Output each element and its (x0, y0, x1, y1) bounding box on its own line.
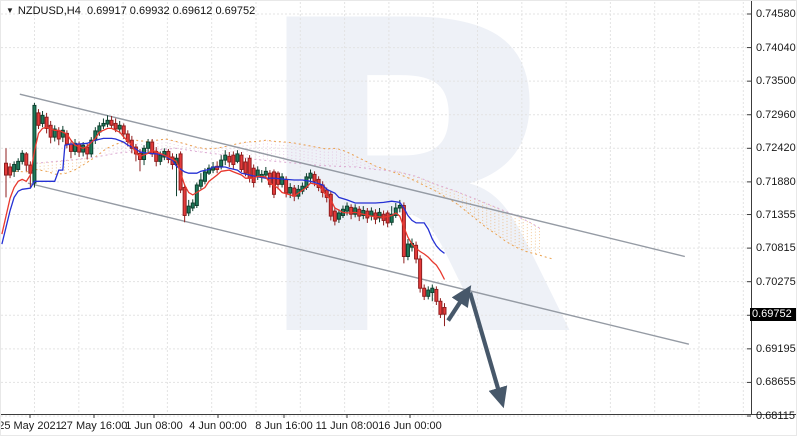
time-tick-label: 16 Jun 00:00 (378, 420, 442, 432)
price-tick-label: 0.73500 (756, 75, 796, 88)
chart-title-ohlc: NZDUSD,H4 0.69917 0.69932 0.69612 0.6975… (17, 5, 256, 17)
price-tick-label: 0.70815 (756, 242, 796, 255)
forecast-down-arrow[interactable] (468, 291, 508, 409)
price-tick-label: 0.74040 (756, 41, 796, 54)
time-tick-label: 25 May 2021 (0, 420, 62, 432)
time-tick-label: 1 Jun 08:00 (125, 420, 183, 432)
broker-watermark-letter: R (247, 0, 579, 432)
axis-frame (1, 1, 796, 418)
chevron-down-icon[interactable]: ▼ (6, 6, 14, 15)
time-tick-label: 4 Jun 00:00 (189, 420, 247, 432)
time-tick-label: 8 Jun 16:00 (255, 420, 313, 432)
bounce-up-arrow[interactable] (446, 285, 472, 322)
time-tick-label: 27 May 16:00 (60, 420, 128, 432)
grid-lines (1, 2, 751, 417)
price-tick-label: 0.70275 (756, 275, 796, 288)
price-tick-label: 0.68655 (756, 376, 796, 389)
price-tick-label: 0.74580 (756, 8, 796, 20)
price-tick-label: 0.71355 (756, 208, 796, 221)
price-tick-label: 0.72960 (756, 108, 796, 121)
price-tick-label: 0.72420 (756, 142, 796, 155)
price-tick-label: 0.68115 (756, 409, 795, 422)
indicator-lines (1, 126, 446, 280)
candles (4, 102, 447, 327)
chart-title-bar: ▼ NZDUSD,H4 0.69917 0.69932 0.69612 0.69… (6, 5, 255, 17)
current-price-tag: 0.69752 (750, 307, 796, 321)
price-tick-label: 0.71880 (756, 175, 796, 188)
price-tick-label: 0.69195 (756, 342, 796, 355)
descending-channel-lines[interactable] (19, 93, 690, 345)
annotation-arrows[interactable] (446, 285, 508, 409)
time-tick-label: 11 Jun 08:00 (315, 420, 379, 432)
